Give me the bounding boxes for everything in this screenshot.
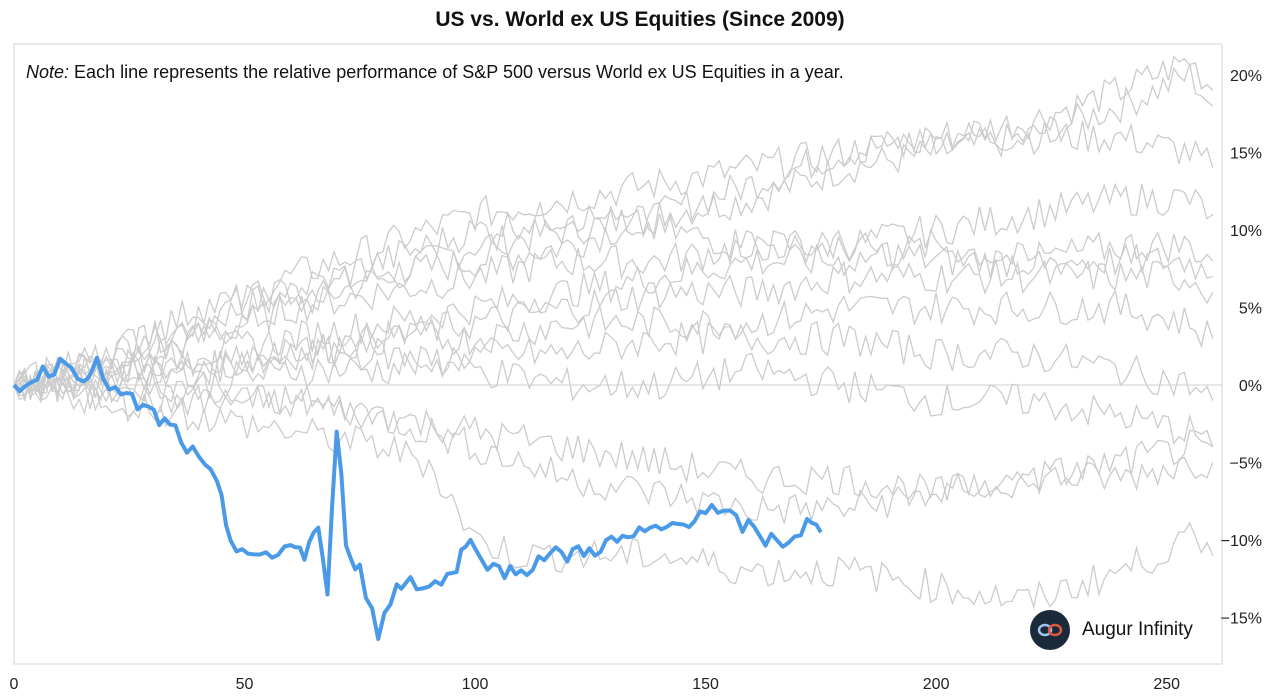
note-label: Note:: [26, 62, 70, 82]
x-tick-label: 50: [236, 676, 254, 693]
x-tick-label: 200: [923, 676, 950, 693]
series-line-background-11: [13, 369, 1214, 508]
brand-name: Augur Infinity: [1082, 619, 1193, 640]
series-line-background-3: [13, 120, 1214, 397]
y-tick-label: 5%: [1239, 301, 1262, 318]
y-tick-label: 0%: [1239, 378, 1262, 395]
series-line-background-5: [13, 200, 1214, 390]
chart-title: US vs. World ex US Equities (Since 2009): [435, 8, 845, 31]
x-tick-label: 150: [692, 676, 719, 693]
y-tick-label: −5%: [1230, 456, 1262, 473]
y-tick-label: −10%: [1221, 533, 1262, 550]
series-line-background-8: [13, 288, 1214, 403]
brand-logo: Augur Infinity: [1030, 610, 1193, 650]
x-tick-label: 0: [10, 676, 19, 693]
series-line-background-7: [13, 259, 1214, 397]
series-line-background-6: [13, 228, 1213, 395]
y-tick-label: 10%: [1230, 223, 1262, 240]
series-line-background-9: [13, 320, 1214, 404]
x-tick-label: 250: [1153, 676, 1180, 693]
x-tick-label: 100: [462, 676, 489, 693]
series-line-background-12: [13, 369, 1214, 524]
y-tick-label: 15%: [1230, 146, 1262, 163]
y-tick-label: 20%: [1230, 68, 1262, 85]
infinity-icon: [1030, 610, 1070, 650]
series-line-background-10: [13, 334, 1214, 448]
series-line-highlight: [12, 355, 823, 641]
plot-frame: [13, 43, 1223, 665]
series-line-background-2: [13, 55, 1214, 398]
chart-note: Note: Each line represents the relative …: [26, 62, 844, 83]
y-tick-label: −15%: [1221, 611, 1262, 628]
series-line-background-4: [13, 182, 1214, 399]
series-line-background-13: [13, 372, 1214, 610]
note-text: Each line represents the relative perfor…: [74, 62, 844, 82]
